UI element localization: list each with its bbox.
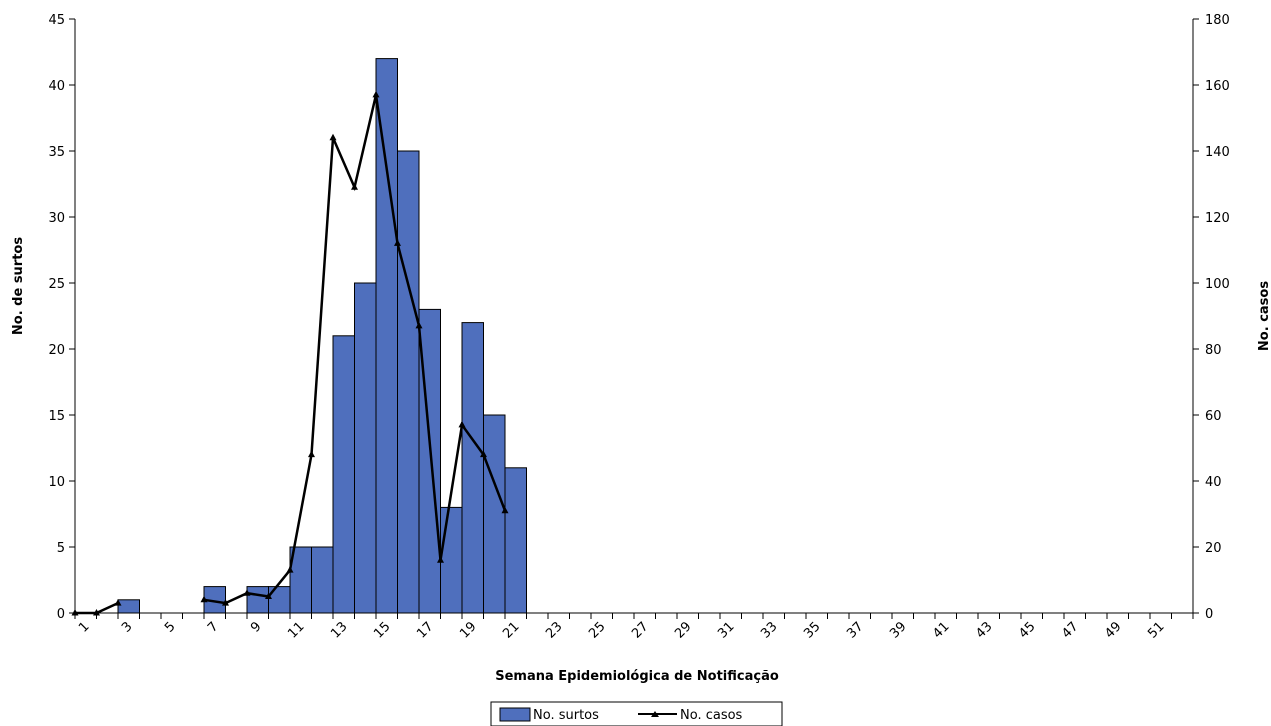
line-point-week-9 <box>243 589 251 596</box>
y-right-tick-label: 80 <box>1205 343 1222 358</box>
line-point-week-18 <box>437 556 444 563</box>
y-right-tick-label: 20 <box>1205 541 1222 556</box>
legend-bars-label: No. surtos <box>533 708 599 723</box>
x-tick-label: 39 <box>887 619 909 641</box>
bar-week-10 <box>268 586 291 614</box>
y-right-tick-label: 140 <box>1205 145 1230 160</box>
x-tick-label: 51 <box>1145 619 1167 641</box>
axes: 0510152025303540450204060801001201401601… <box>48 13 1229 642</box>
y-right-tick-label: 0 <box>1205 607 1213 622</box>
line-point-week-17 <box>415 321 423 329</box>
x-tick-label: 5 <box>162 619 178 635</box>
line-point-week-12 <box>308 450 315 458</box>
x-tick-label: 17 <box>414 619 436 641</box>
x-tick-label: 23 <box>543 619 565 641</box>
x-tick-label: 41 <box>930 619 952 641</box>
y-axis-left-title: No. de surtos <box>11 237 26 335</box>
x-tick-label: 1 <box>76 619 92 635</box>
x-axis-title: Semana Epidemiológica de Notificação <box>495 669 779 684</box>
y-left-tick-label: 10 <box>48 475 65 490</box>
line-point-week-21 <box>501 506 509 514</box>
line-point-week-16 <box>394 239 401 246</box>
y-left-tick-label: 25 <box>48 277 65 292</box>
bar-week-12 <box>311 546 334 614</box>
x-tick-label: 29 <box>672 619 694 641</box>
line-point-week-2 <box>93 609 100 616</box>
y-right-tick-label: 100 <box>1205 277 1230 292</box>
bar-week-13 <box>332 335 355 614</box>
x-tick-label: 27 <box>629 619 651 641</box>
x-tick-label: 9 <box>248 619 264 635</box>
x-tick-label: 35 <box>801 619 823 641</box>
y-left-tick-label: 35 <box>48 145 65 160</box>
y-left-tick-label: 5 <box>57 541 65 556</box>
x-tick-label: 7 <box>205 619 221 635</box>
x-tick-label: 25 <box>586 619 608 641</box>
line-point-week-20 <box>480 450 487 458</box>
line-point-week-11 <box>286 566 294 573</box>
line-point-week-8 <box>222 599 229 606</box>
y-left-tick-label: 40 <box>48 79 65 94</box>
x-tick-label: 43 <box>973 619 995 641</box>
bar-week-15 <box>375 58 398 614</box>
x-tick-label: 31 <box>715 619 737 641</box>
x-tick-label: 47 <box>1059 619 1081 641</box>
bar-week-3 <box>117 599 140 614</box>
y-left-tick-label: 45 <box>48 13 65 28</box>
legend-line-marker <box>651 711 659 717</box>
x-tick-label: 19 <box>457 619 479 641</box>
y-left-tick-label: 0 <box>57 607 65 622</box>
y-axis-right-title: No. casos <box>1257 281 1271 351</box>
bar-week-9 <box>246 586 269 614</box>
x-tick-label: 45 <box>1016 619 1038 641</box>
legend-line-label: No. casos <box>680 708 743 723</box>
bar-week-21 <box>504 467 527 614</box>
x-tick-label: 21 <box>500 619 522 641</box>
line-point-week-7 <box>200 595 208 603</box>
x-tick-label: 33 <box>758 619 780 641</box>
y-right-tick-label: 40 <box>1205 475 1222 490</box>
bar-week-14 <box>354 282 377 614</box>
line-point-week-19 <box>458 420 466 428</box>
y-right-tick-label: 180 <box>1205 13 1230 28</box>
legend-bar-swatch <box>499 707 531 722</box>
y-left-tick-label: 30 <box>48 211 65 226</box>
line-point-week-14 <box>351 183 358 190</box>
x-tick-label: 11 <box>285 619 307 641</box>
x-tick-label: 37 <box>844 619 866 641</box>
bar-series <box>117 58 527 614</box>
x-tick-label: 49 <box>1102 619 1124 641</box>
bar-week-16 <box>397 150 420 614</box>
y-left-tick-label: 15 <box>48 409 65 424</box>
line-point-week-13 <box>329 133 337 141</box>
legend-box <box>490 701 783 726</box>
y-right-tick-label: 160 <box>1205 79 1230 94</box>
line-point-week-10 <box>265 592 272 599</box>
bar-week-20 <box>483 414 506 614</box>
y-left-tick-label: 20 <box>48 343 65 358</box>
line-point-week-15 <box>372 90 380 98</box>
y-right-tick-label: 60 <box>1205 409 1222 424</box>
x-tick-label: 15 <box>371 619 393 641</box>
x-tick-label: 3 <box>119 619 135 635</box>
bar-week-19 <box>461 322 484 614</box>
x-tick-label: 13 <box>328 619 350 641</box>
y-right-tick-label: 120 <box>1205 211 1230 226</box>
legend: No. surtos No. casos <box>490 701 783 726</box>
bar-week-18 <box>440 506 463 614</box>
line-point-week-3 <box>114 599 122 606</box>
